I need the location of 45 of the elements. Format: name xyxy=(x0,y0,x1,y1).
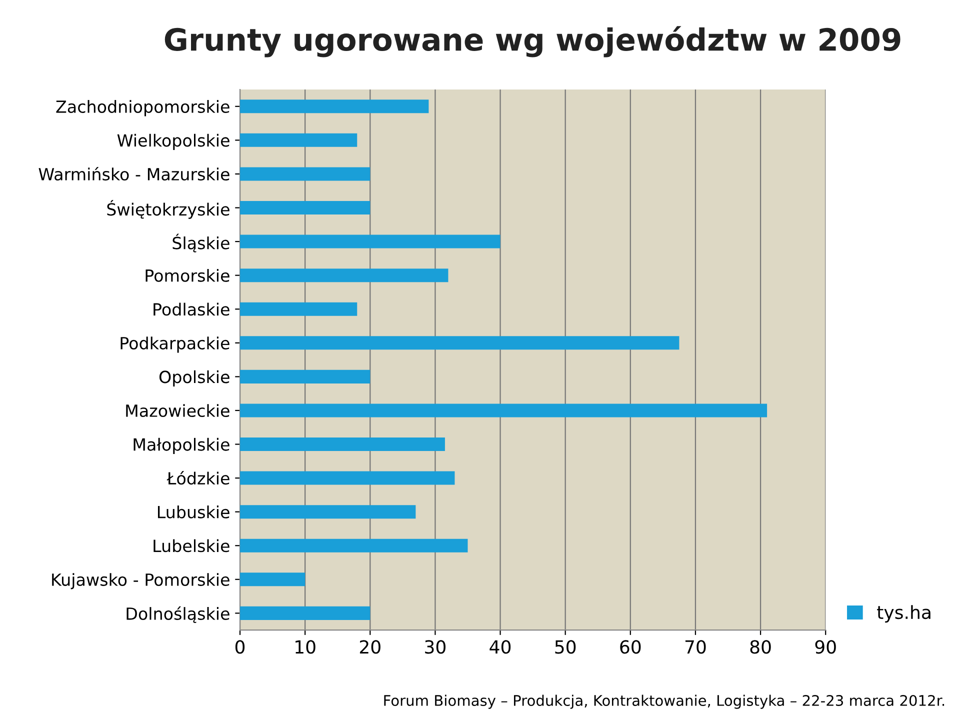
bar xyxy=(240,370,370,384)
x-tick-label: 20 xyxy=(360,640,380,654)
y-tick-label: Małopolskie xyxy=(134,438,230,454)
y-tick-label: Mazowieckie xyxy=(126,404,230,418)
y-tick-label: Lubelskie xyxy=(154,539,230,552)
x-tick-label: 10 xyxy=(296,640,316,654)
y-tick-label: Śląskie xyxy=(172,234,230,252)
bar xyxy=(240,268,448,282)
x-tick-label: 90 xyxy=(815,640,836,654)
bar xyxy=(240,336,680,350)
bar xyxy=(240,505,416,519)
x-tick-label: 50 xyxy=(555,640,576,654)
x-tick-label: 40 xyxy=(490,640,511,654)
y-tick-label: Świętokrzyskie xyxy=(107,200,230,219)
y-tick-label: Podlaskie xyxy=(154,302,230,316)
bar xyxy=(240,606,370,620)
y-tick-label: Podkarpackie xyxy=(120,336,230,353)
y-tick-label: Łódzkie xyxy=(166,471,230,485)
x-tick-label: 30 xyxy=(425,640,446,654)
y-tick-label: Zachodniopomorskie xyxy=(56,100,230,116)
y-tick-label: Warmińsko - Mazurskie xyxy=(38,166,230,181)
bar xyxy=(240,302,358,316)
x-tick-label: 0 xyxy=(235,640,245,654)
x-tick-label: 80 xyxy=(750,640,771,654)
bar xyxy=(240,200,370,215)
y-tick-label: Pomorskie xyxy=(146,268,230,282)
bar xyxy=(240,167,370,181)
x-tick-label: 60 xyxy=(620,640,641,654)
bar xyxy=(240,404,768,418)
bar xyxy=(240,234,500,248)
y-tick-label: Wielkopolskie xyxy=(117,134,230,150)
bar xyxy=(240,471,455,485)
x-tick-label: 70 xyxy=(685,640,706,654)
bar xyxy=(240,572,306,586)
bar xyxy=(240,438,445,452)
bar xyxy=(240,100,429,114)
legend-label: tys.ha xyxy=(877,605,930,623)
y-tick-label: Opolskie xyxy=(159,370,230,386)
y-tick-label: Kujawsko - Pomorskie xyxy=(52,573,230,590)
chart-title: Grunty ugorowane wg województw w 2009 xyxy=(164,26,900,58)
y-tick-label: Lubuskie xyxy=(158,505,230,518)
y-tick-label: Dolnośląskie xyxy=(126,606,230,623)
text: Forum Biomasy – Produkcja, Kontraktowanie, Logistyka – 22-23 marca 2012r. xyxy=(384,694,944,709)
bar xyxy=(240,538,468,552)
bar xyxy=(240,133,358,147)
